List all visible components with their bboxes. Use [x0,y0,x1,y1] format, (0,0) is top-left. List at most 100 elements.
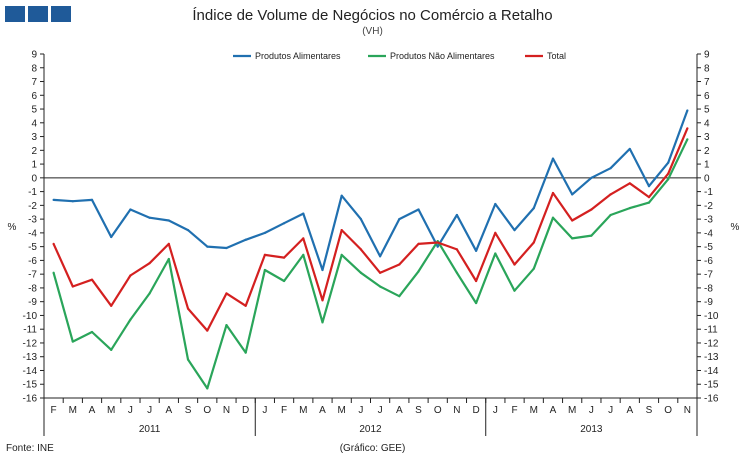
logo [5,6,71,22]
x-tick-label: D [473,405,480,416]
x-tick-label: N [223,405,230,416]
data-point-nao-alimentares [52,271,55,274]
data-point-nao-alimentares [513,289,516,292]
data-point-total [417,242,420,245]
x-tick-label: O [434,405,442,416]
x-tick-label: A [319,405,326,416]
y-tick-label-right: -2 [704,201,713,212]
data-point-nao-alimentares [379,285,382,288]
data-point-alimentares [186,229,190,232]
x-tick-label: M [299,405,307,416]
x-tick-label: S [646,405,653,416]
data-point-total [609,193,612,196]
y-axis-title-left: % [8,222,17,233]
x-tick-label: A [166,405,173,416]
data-point-nao-alimentares [532,267,535,270]
data-point-alimentares [340,194,343,197]
data-point-total [590,208,593,211]
data-point-alimentares [148,216,151,219]
y-tick-label-right: 3 [704,132,710,143]
data-point-nao-alimentares [398,295,401,298]
data-point-alimentares [225,246,228,250]
data-point-nao-alimentares [359,271,362,274]
y-tick-label-left: -8 [28,283,37,294]
data-point-total [206,329,209,332]
y-tick-label-left: -13 [23,352,38,363]
y-tick-label-left: -16 [23,394,38,405]
data-point-total [71,285,74,288]
logo-block-1 [5,6,25,22]
y-tick-label-right: -15 [704,380,719,391]
data-point-alimentares [167,219,170,222]
x-tick-label: N [684,405,691,416]
data-point-nao-alimentares [244,351,247,354]
y-tick-label-right: 4 [704,118,710,129]
x-tick-label: A [626,405,633,416]
x-tick-label: S [185,405,192,416]
x-tick-label: J [128,405,133,416]
y-tick-label-right: -9 [704,297,713,308]
x-tick-label: F [51,405,57,416]
data-point-total [494,231,497,234]
data-point-total [225,292,228,295]
y-tick-label-left: -3 [28,215,37,226]
data-point-alimentares [110,235,113,239]
data-point-alimentares [667,161,670,164]
x-tick-label: J [378,405,383,416]
data-point-total [647,196,651,199]
y-tick-label-right: -6 [704,256,713,267]
x-tick-label: M [568,405,576,416]
data-point-total [379,271,382,274]
y-tick-label-left: -1 [28,187,37,198]
data-point-alimentares [455,213,459,217]
data-point-total [628,182,631,185]
x-tick-label: J [262,405,267,416]
y-tick-label-right: 2 [704,146,710,157]
data-point-alimentares [244,238,247,241]
data-point-total [667,172,670,175]
y-tick-label-right: -7 [704,270,713,281]
series-line-nao-alimentares [52,138,689,390]
data-point-alimentares [379,255,382,258]
data-point-total [52,242,55,245]
x-tick-label: J [608,405,613,416]
y-tick-label-left: -14 [23,366,38,377]
data-point-nao-alimentares [167,257,170,261]
data-point-alimentares [571,193,574,196]
y-tick-label-right: -11 [704,325,718,336]
legend-label: Produtos Alimentares [255,51,341,61]
data-point-total [686,127,689,130]
y-tick-label-right: 9 [704,50,710,61]
data-point-total [340,229,343,232]
y-tick-label-left: 0 [31,173,37,184]
data-point-nao-alimentares [90,330,94,334]
x-tick-label: A [89,405,96,416]
x-tick-label: D [242,405,249,416]
data-point-total [263,253,266,256]
y-tick-label-right: -12 [704,338,719,349]
y-tick-label-left: -7 [28,270,37,281]
data-point-alimentares [71,200,74,203]
data-point-alimentares [90,198,94,201]
data-point-total [148,262,151,265]
y-tick-label-right: 8 [704,63,710,74]
logo-block-3 [51,6,71,22]
data-point-alimentares [263,231,266,234]
data-point-total [475,279,478,283]
y-tick-label-left: 3 [31,132,37,143]
y-tick-label-left: -5 [28,242,37,253]
data-point-alimentares [417,208,420,211]
data-point-nao-alimentares [590,234,593,237]
x-tick-label: J [493,405,498,416]
x-tick-label: M [69,405,77,416]
y-tick-label-right: 6 [704,91,710,102]
data-point-total [244,304,247,307]
data-point-total [359,248,362,251]
x-tick-label: F [511,405,517,416]
data-point-total [398,263,401,266]
data-point-nao-alimentares [282,279,286,283]
y-tick-label-left: 6 [31,91,37,102]
y-tick-label-left: -9 [28,297,37,308]
series-line-total [52,127,689,332]
